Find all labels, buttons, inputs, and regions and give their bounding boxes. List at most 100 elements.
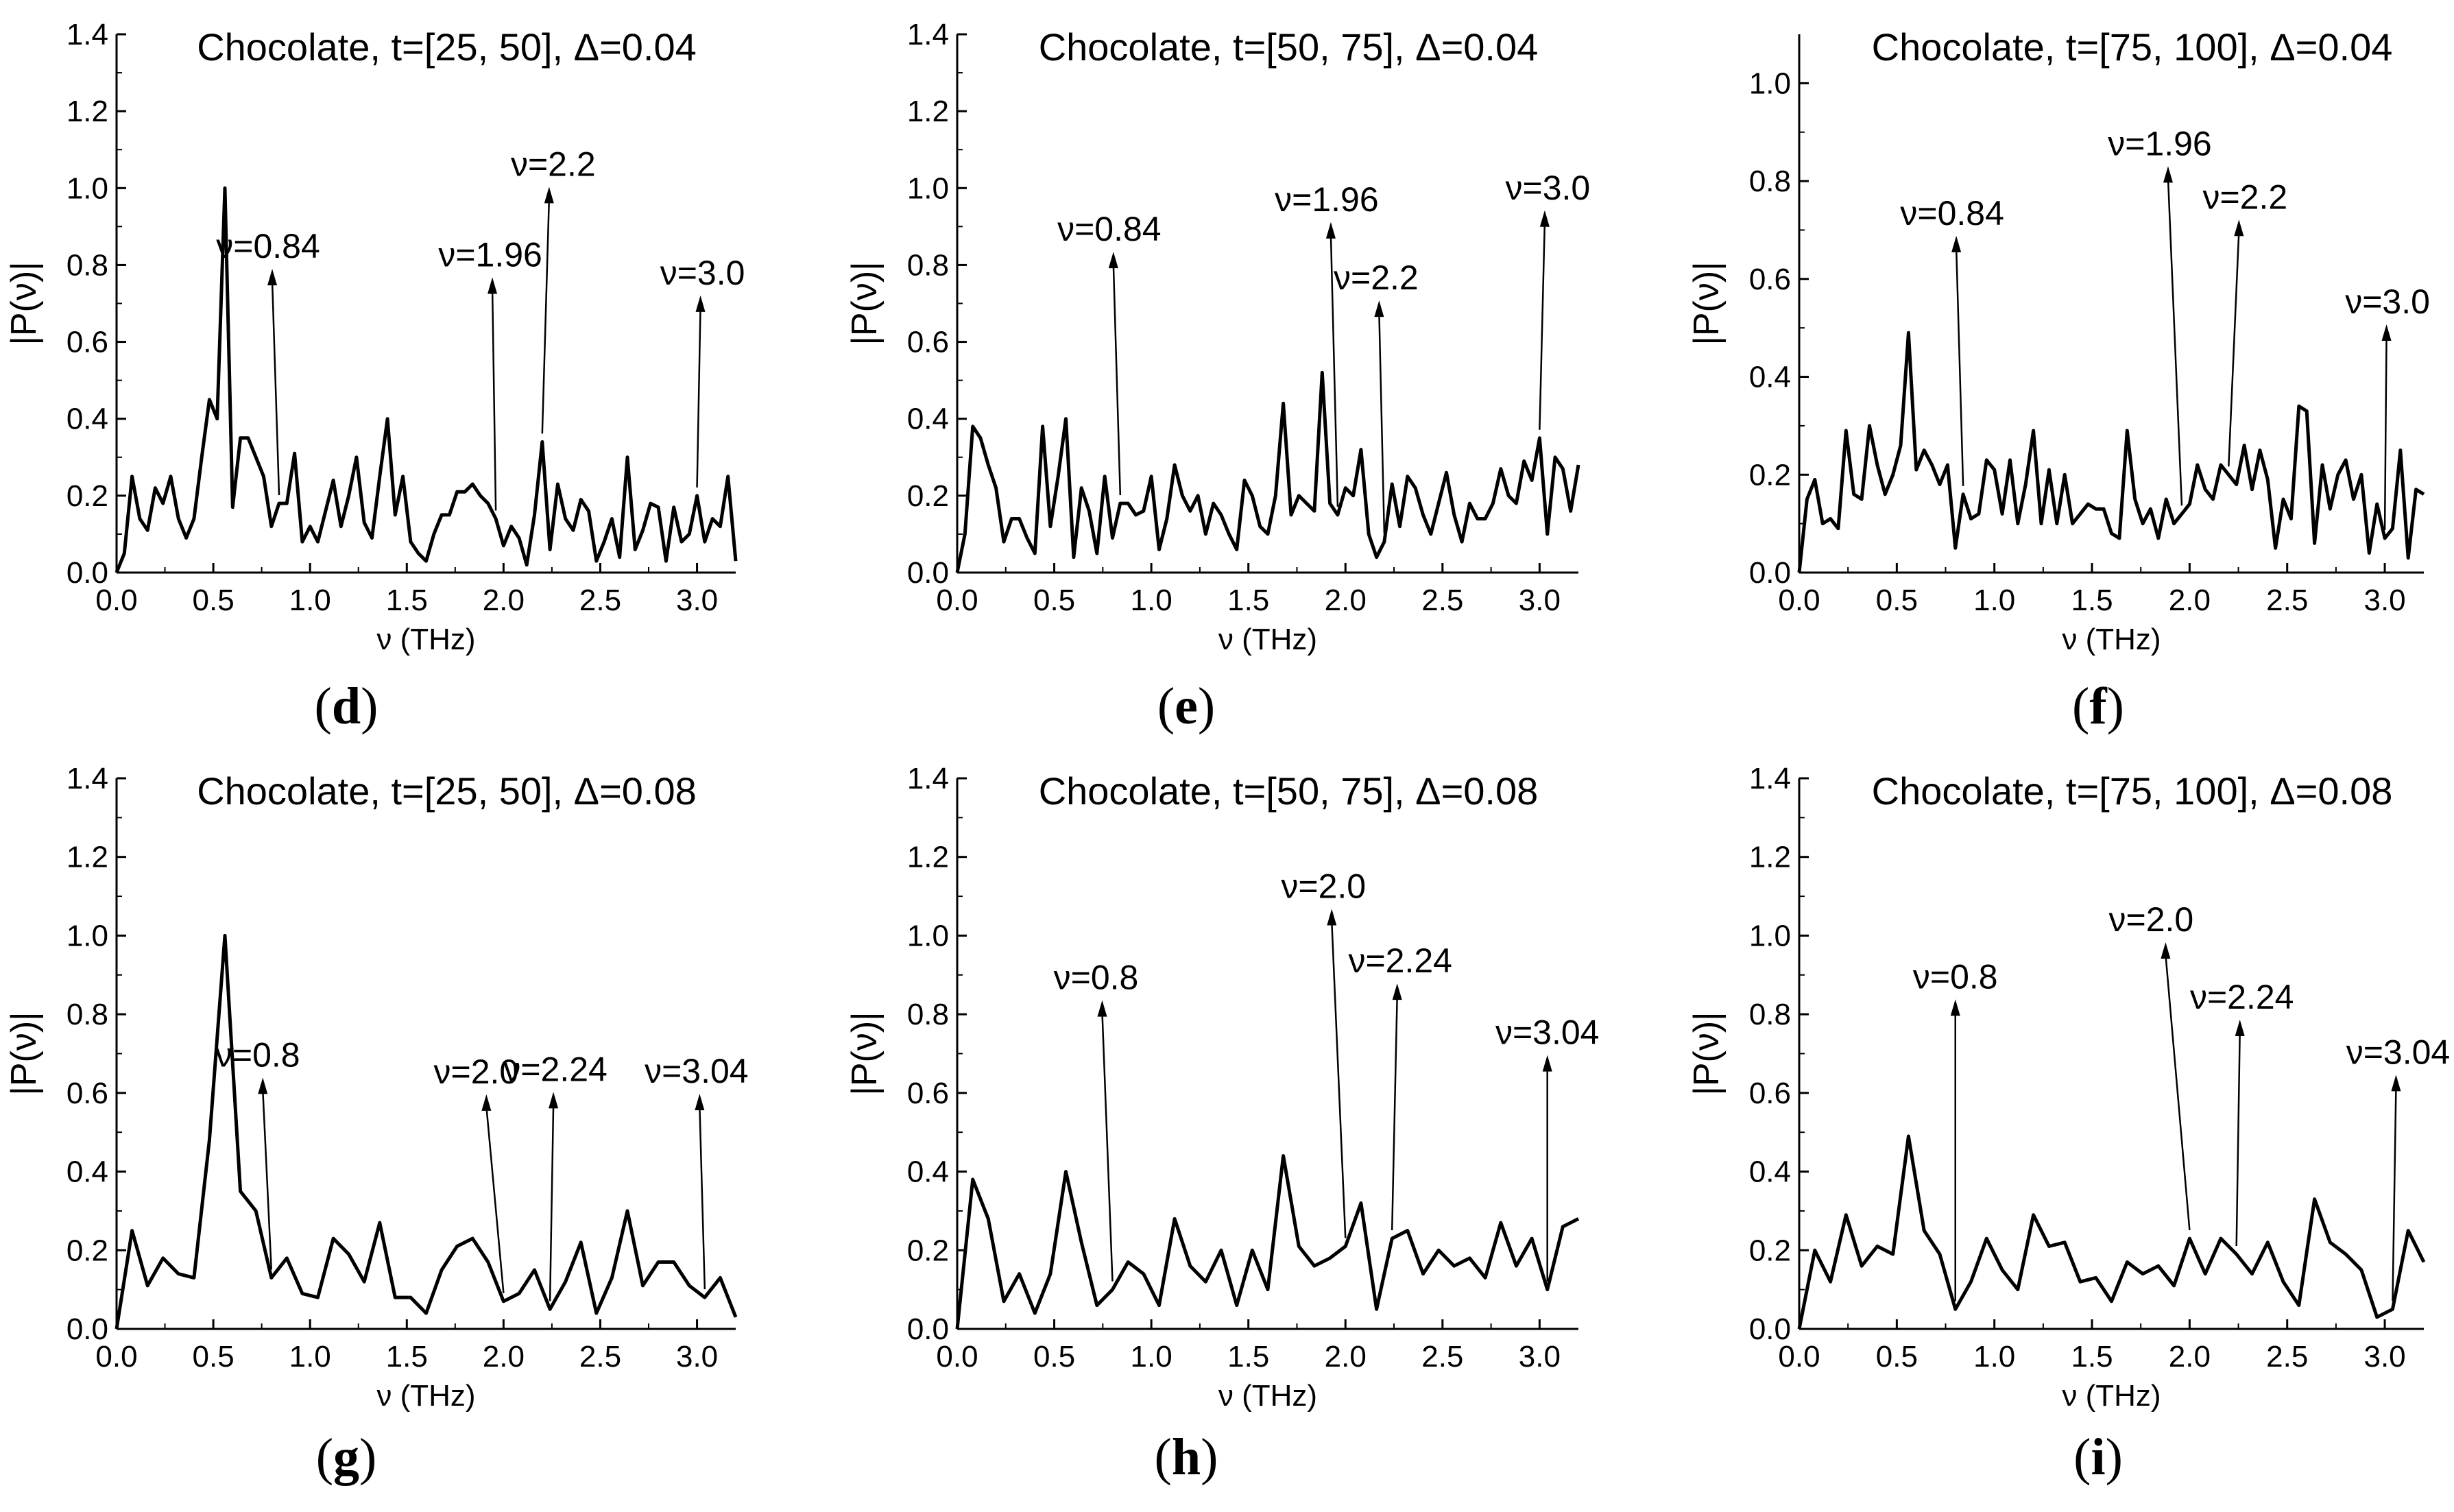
annotation-arrow-line	[549, 1104, 555, 1301]
x-axis-title: ν (THz)	[376, 1379, 475, 1413]
annotation-arrow-line	[491, 289, 497, 511]
annotation-arrow-head	[1327, 909, 1337, 926]
x-tick-label: 2.5	[1421, 1340, 1463, 1373]
annotation-arrow-head	[1108, 252, 1118, 269]
y-tick-label: 0.8	[67, 998, 108, 1031]
annotation-label: ν=2.2	[2202, 178, 2287, 216]
x-tick-label: 0.0	[95, 584, 137, 617]
y-axis-title: |P(ν)|	[4, 1011, 44, 1095]
panel-letter: i	[2091, 1428, 2106, 1486]
x-tick-label: 1.0	[1131, 1340, 1172, 1373]
y-tick-label: 0.6	[907, 326, 949, 359]
y-tick-label: 0.6	[907, 1077, 949, 1110]
chart-title: Chocolate, t=[25, 50], Δ=0.08	[197, 769, 697, 813]
annotation-arrow-head	[1951, 235, 1962, 252]
annotation-label: ν=3.0	[2345, 283, 2430, 321]
y-tick-label: 0.0	[1749, 1312, 1791, 1346]
panel-label: (e)	[1157, 677, 1216, 735]
y-tick-label: 0.6	[1749, 263, 1791, 296]
x-tick-label: 2.5	[579, 1340, 621, 1373]
annotation-label: ν=3.04	[2346, 1033, 2451, 1071]
annotation-label: ν=3.04	[1495, 1013, 1600, 1052]
annotation-label: ν=2.24	[2190, 978, 2294, 1016]
series-line	[955, 1154, 1580, 1330]
y-tick-label: 0.0	[907, 1312, 949, 1346]
x-tick-label: 2.0	[2169, 584, 2211, 617]
x-tick-label: 2.5	[1421, 584, 1463, 617]
annotation-arrow-head	[695, 295, 706, 312]
y-tick-label: 1.0	[67, 919, 108, 952]
annotation-label: ν=0.84	[1900, 194, 2004, 232]
y-tick-label: 1.0	[907, 171, 949, 205]
x-tick-label: 1.5	[1227, 1340, 1269, 1373]
annotation-arrow-line	[1378, 313, 1386, 534]
annotation-arrow-line	[696, 307, 701, 488]
annotation-label: ν=0.8	[215, 1035, 300, 1074]
y-axis-title: |P(ν)|	[4, 261, 44, 345]
annotation-arrow-head	[488, 277, 498, 294]
y-tick-label: 1.0	[1749, 919, 1791, 952]
y-tick-label: 0.2	[907, 1234, 949, 1267]
x-tick-label: 0.0	[1778, 1340, 1820, 1373]
y-tick-label: 0.4	[1749, 361, 1791, 394]
x-tick-label: 3.0	[2363, 584, 2405, 617]
annotation-arrow-line	[2383, 337, 2387, 531]
y-axis-title: |P(ν)|	[1687, 261, 1727, 345]
annotation-label: ν=2.2	[511, 145, 596, 183]
x-tick-label: 3.0	[1519, 584, 1561, 617]
y-tick-label: 1.2	[1749, 841, 1791, 874]
annotation-arrow-head	[1374, 300, 1384, 317]
x-tick-label: 1.5	[2071, 1340, 2113, 1373]
panel-letter: f	[2089, 677, 2107, 735]
y-tick-label: 0.4	[67, 403, 108, 436]
annotation-arrow-head	[1097, 1000, 1107, 1017]
annotation-arrow-head	[481, 1094, 492, 1111]
y-tick-label: 0.0	[1749, 556, 1791, 590]
annotation-arrow-head	[544, 187, 554, 204]
x-tick-label: 2.0	[2169, 1340, 2211, 1373]
panel-letter: g	[333, 1428, 359, 1486]
annotation-label: ν=3.0	[660, 254, 745, 292]
y-tick-label: 0.8	[907, 998, 949, 1031]
annotation-arrow-head	[1325, 221, 1336, 239]
annotation-arrow-head	[1539, 210, 1550, 227]
annotation-arrow-head	[1392, 983, 1402, 1000]
annotation-arrow-head	[1950, 999, 1960, 1016]
x-tick-label: 2.0	[483, 584, 525, 617]
annotation-label: ν=1.96	[1275, 180, 1379, 219]
y-axis-title: |P(ν)|	[845, 261, 885, 345]
y-tick-label: 0.4	[1749, 1155, 1791, 1189]
series-line	[115, 933, 738, 1330]
x-tick-label: 2.0	[483, 1340, 525, 1373]
annotation-arrow-line	[2167, 178, 2183, 506]
annotation-arrow-line	[1391, 996, 1398, 1231]
annotation-arrow-head	[549, 1092, 559, 1109]
annotation-label: ν=0.8	[1913, 957, 1998, 996]
x-tick-label: 2.5	[2266, 1340, 2308, 1373]
x-tick-label: 0.0	[95, 1340, 137, 1373]
x-axis-title: ν (THz)	[2062, 1379, 2161, 1413]
x-tick-label: 2.5	[579, 584, 621, 617]
x-axis-title: ν (THz)	[376, 623, 475, 656]
annotation-label: ν=0.8	[1054, 959, 1139, 997]
y-tick-label: 0.0	[907, 556, 949, 590]
annotation-arrow-head	[258, 1077, 268, 1094]
y-tick-label: 0.2	[907, 479, 949, 513]
chart-title: Chocolate, t=[50, 75], Δ=0.08	[1039, 769, 1539, 813]
x-axis-title: ν (THz)	[1218, 1379, 1317, 1413]
chart-title: Chocolate, t=[25, 50], Δ=0.04	[197, 25, 697, 69]
panel-label: (h)	[1154, 1428, 1218, 1486]
y-tick-label: 0.6	[1749, 1077, 1791, 1110]
annotation-arrow-line	[2392, 1087, 2397, 1301]
x-tick-label: 0.5	[1876, 584, 1918, 617]
x-tick-label: 0.0	[936, 584, 978, 617]
y-tick-label: 1.2	[907, 95, 949, 128]
y-axis-title: |P(ν)|	[845, 1011, 885, 1095]
annotation-arrow-head	[267, 269, 278, 286]
annotation-arrow-line	[2165, 954, 2191, 1231]
annotation-arrow-head	[2161, 942, 2171, 959]
annotation-label: ν=0.84	[216, 227, 320, 265]
annotation-label: ν=2.0	[2109, 900, 2194, 939]
y-tick-label: 0.2	[67, 479, 108, 513]
y-tick-label: 1.4	[67, 18, 108, 51]
